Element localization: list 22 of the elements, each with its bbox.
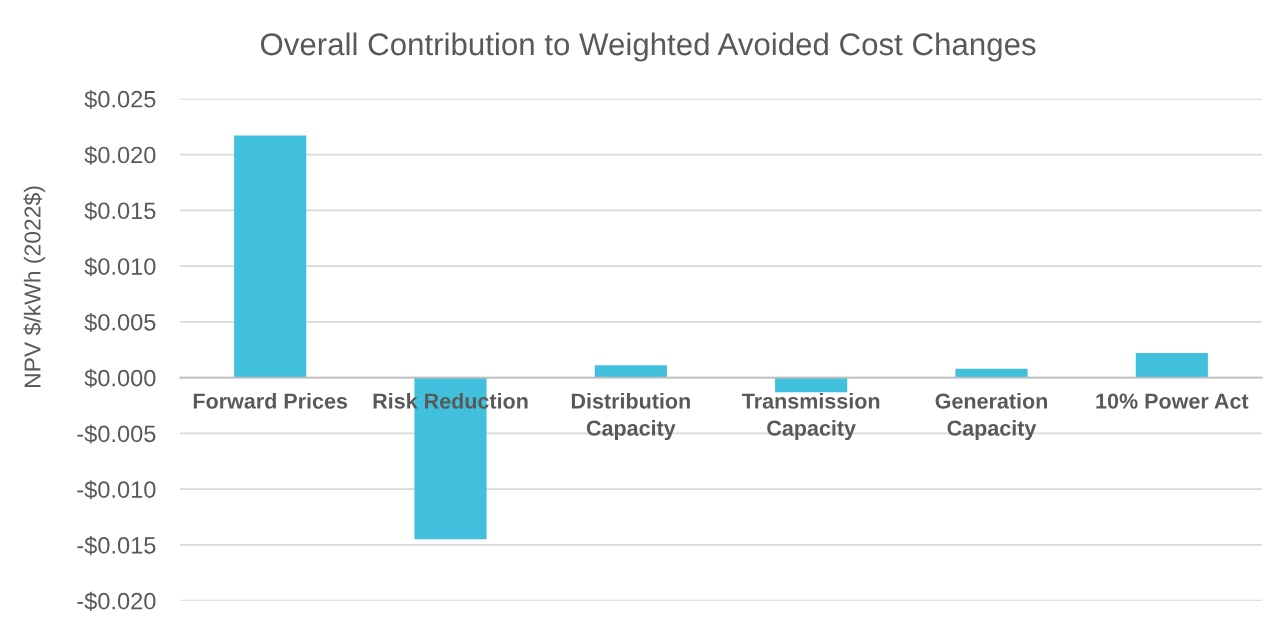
y-tick-label: -$0.010	[77, 480, 156, 500]
y-tick-label: -$0.005	[77, 424, 156, 444]
x-tick-label: Distribution Capacity	[571, 392, 690, 441]
y-tick-label: $0.005	[84, 312, 156, 333]
x-tick-label: Forward Prices	[193, 392, 348, 409]
y-tick-label: $0.020	[84, 145, 156, 165]
y-tick-label: -$0.020	[77, 591, 156, 611]
bar	[955, 368, 1028, 378]
x-tick-label: Transmission Capacity	[742, 392, 880, 441]
chart-title: Overall Contribution to Weighted Avoided Cost Changes	[260, 32, 1036, 62]
y-axis-title: NPV $/kWh (2022$)	[23, 186, 46, 388]
y-tick-label: $0.010	[84, 257, 156, 277]
bar	[234, 135, 307, 378]
bar	[1135, 353, 1208, 378]
y-tick-label: $0.000	[84, 368, 156, 388]
x-tick-label: 10% Power Act	[1096, 393, 1249, 409]
x-tick-label: Generation Capacity	[935, 392, 1047, 441]
y-tick-label: -$0.015	[77, 536, 156, 556]
bar	[594, 365, 667, 378]
bar	[775, 377, 848, 393]
y-tick-label: $0.015	[84, 201, 156, 221]
y-tick-label: $0.025	[84, 89, 156, 109]
